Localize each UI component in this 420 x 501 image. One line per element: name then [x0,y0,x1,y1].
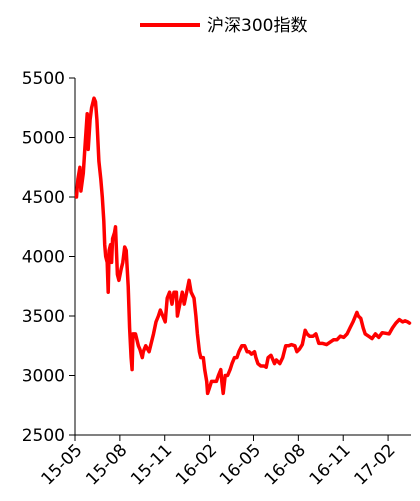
x-tick-label: 16-02 [172,440,221,489]
y-tick-label: 4000 [22,248,65,268]
y-tick-label: 4500 [22,188,65,208]
x-tick-label: 17-02 [351,440,400,489]
x-tick-label: 15-05 [37,440,86,489]
y-tick-label: 3000 [22,367,65,387]
y-tick-label: 3500 [22,307,65,327]
series-line-0 [74,96,412,396]
x-tick-label: 16-05 [216,440,265,489]
x-tick-label: 16-11 [306,440,355,489]
y-tick-label: 5000 [22,129,65,149]
legend-label: 沪深300指数 [207,16,307,36]
x-tick-label: 15-11 [127,440,176,489]
y-tick-label: 2500 [22,426,65,446]
x-tick-label: 16-08 [261,440,310,489]
y-tick-label: 5500 [22,69,65,89]
y-ticks: 2500 3000 3500 4000 4500 5000 5500 [22,69,75,446]
plot-area [74,96,412,396]
x-tick-label: 15-08 [82,440,131,489]
